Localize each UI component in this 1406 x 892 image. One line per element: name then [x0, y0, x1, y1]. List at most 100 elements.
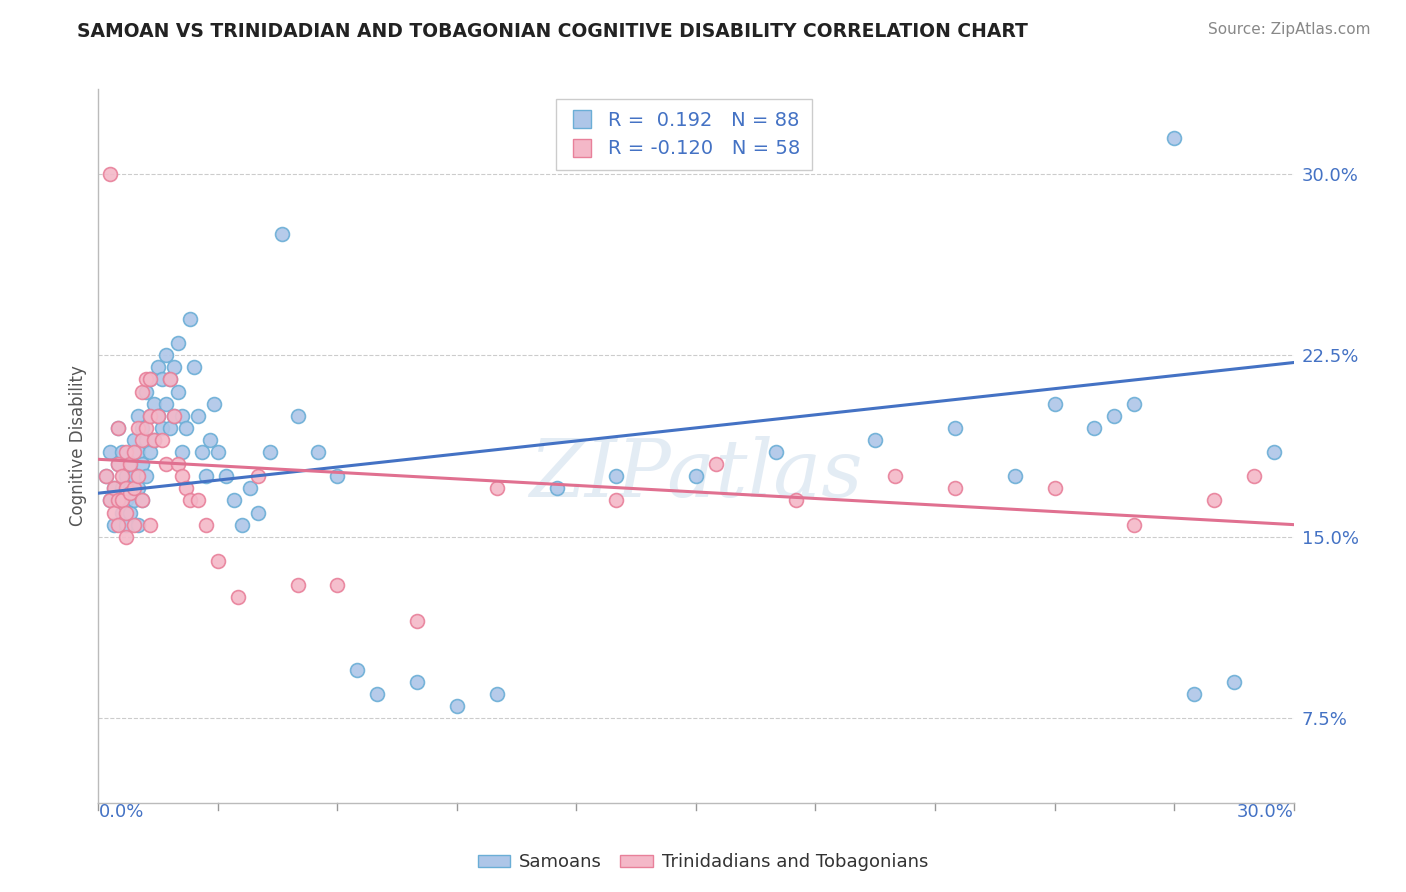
Point — [115, 530, 138, 544]
Point — [98, 493, 122, 508]
Point — [287, 578, 309, 592]
Point — [115, 469, 138, 483]
Point — [1043, 397, 1066, 411]
Point — [120, 481, 142, 495]
Point — [135, 421, 157, 435]
Point — [127, 481, 149, 495]
Point — [174, 421, 197, 435]
Point — [685, 469, 707, 483]
Point — [485, 481, 508, 495]
Point — [605, 469, 627, 483]
Point — [1083, 421, 1105, 435]
Point — [120, 457, 142, 471]
Point — [107, 457, 129, 471]
Point — [187, 493, 209, 508]
Point — [1043, 481, 1066, 495]
Point — [107, 421, 129, 435]
Point — [231, 517, 253, 532]
Point — [183, 360, 205, 375]
Point — [172, 469, 194, 483]
Point — [131, 457, 153, 471]
Point — [1182, 687, 1205, 701]
Point — [246, 506, 269, 520]
Point — [111, 493, 134, 508]
Point — [135, 372, 157, 386]
Point — [943, 481, 966, 495]
Point — [179, 493, 201, 508]
Point — [150, 372, 173, 386]
Point — [155, 348, 177, 362]
Point — [127, 469, 149, 483]
Point — [884, 469, 907, 483]
Point — [207, 554, 229, 568]
Point — [246, 469, 269, 483]
Point — [148, 409, 170, 423]
Point — [115, 517, 138, 532]
Point — [167, 457, 190, 471]
Point — [124, 493, 146, 508]
Point — [103, 517, 125, 532]
Point — [135, 469, 157, 483]
Point — [215, 469, 238, 483]
Point — [148, 409, 170, 423]
Point — [704, 457, 727, 471]
Point — [139, 372, 162, 386]
Point — [446, 699, 468, 714]
Point — [1004, 469, 1026, 483]
Point — [127, 445, 149, 459]
Point — [107, 493, 129, 508]
Point — [120, 506, 142, 520]
Point — [143, 433, 166, 447]
Point — [131, 384, 153, 399]
Point — [103, 481, 125, 495]
Point — [103, 506, 125, 520]
Point — [124, 433, 146, 447]
Point — [172, 445, 194, 459]
Point — [226, 590, 249, 604]
Point — [198, 433, 221, 447]
Point — [107, 421, 129, 435]
Point — [155, 397, 177, 411]
Point — [143, 433, 166, 447]
Point — [127, 409, 149, 423]
Point — [1223, 674, 1246, 689]
Point — [107, 517, 129, 532]
Point — [120, 486, 142, 500]
Point — [159, 421, 181, 435]
Point — [107, 493, 129, 508]
Point — [172, 409, 194, 423]
Point — [150, 433, 173, 447]
Point — [187, 409, 209, 423]
Point — [1163, 130, 1185, 145]
Point — [366, 687, 388, 701]
Point — [163, 409, 186, 423]
Point — [131, 493, 153, 508]
Point — [98, 167, 122, 181]
Point — [195, 469, 218, 483]
Point — [131, 421, 153, 435]
Point — [270, 227, 292, 242]
Point — [195, 517, 218, 532]
Point — [143, 397, 166, 411]
Point — [111, 469, 134, 483]
Point — [115, 493, 138, 508]
Point — [406, 615, 429, 629]
Point — [124, 469, 146, 483]
Point — [139, 445, 162, 459]
Point — [307, 445, 329, 459]
Point — [115, 481, 138, 495]
Point — [865, 433, 887, 447]
Point — [124, 481, 146, 495]
Text: 0.0%: 0.0% — [98, 803, 143, 821]
Point — [546, 481, 568, 495]
Point — [1263, 445, 1285, 459]
Point — [96, 469, 118, 483]
Point — [124, 445, 146, 459]
Point — [326, 469, 349, 483]
Point — [222, 493, 245, 508]
Point — [139, 517, 162, 532]
Point — [605, 493, 627, 508]
Point — [155, 457, 177, 471]
Point — [765, 445, 787, 459]
Point — [207, 445, 229, 459]
